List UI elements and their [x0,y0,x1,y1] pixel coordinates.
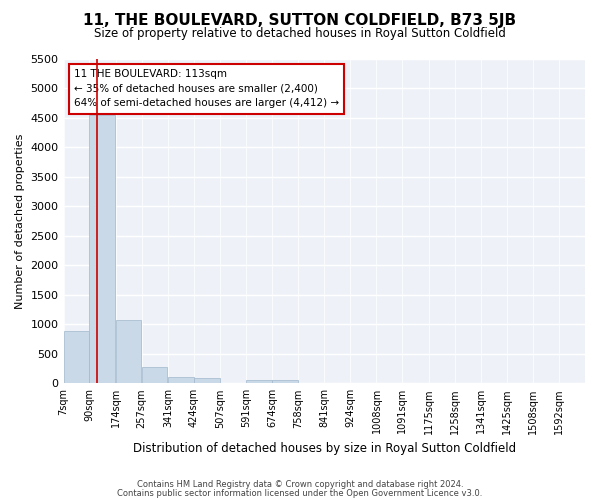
X-axis label: Distribution of detached houses by size in Royal Sutton Coldfield: Distribution of detached houses by size … [133,442,516,455]
Text: Contains HM Land Registry data © Crown copyright and database right 2024.: Contains HM Land Registry data © Crown c… [137,480,463,489]
Bar [194,378,220,384]
Bar [272,380,298,384]
Text: Contains public sector information licensed under the Open Government Licence v3: Contains public sector information licen… [118,488,482,498]
Bar [116,320,142,384]
Bar [246,380,272,384]
Text: 11 THE BOULEVARD: 113sqm
← 35% of detached houses are smaller (2,400)
64% of sem: 11 THE BOULEVARD: 113sqm ← 35% of detach… [74,68,339,108]
Bar [142,367,167,384]
Bar [168,378,194,384]
Bar [89,115,115,384]
Bar [64,332,89,384]
Text: Size of property relative to detached houses in Royal Sutton Coldfield: Size of property relative to detached ho… [94,28,506,40]
Text: 11, THE BOULEVARD, SUTTON COLDFIELD, B73 5JB: 11, THE BOULEVARD, SUTTON COLDFIELD, B73… [83,12,517,28]
Y-axis label: Number of detached properties: Number of detached properties [15,134,25,309]
